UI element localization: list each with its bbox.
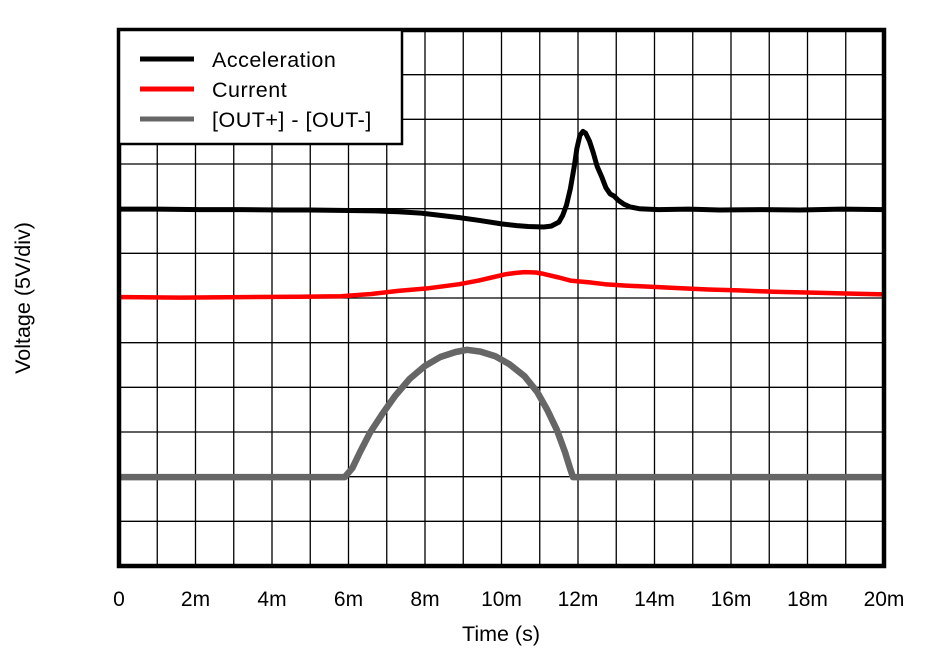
legend: Acceleration Current [OUT+] - [OUT-] (117, 28, 404, 146)
x-tick-8: 16m (711, 588, 752, 611)
trace-layer (118, 128, 885, 481)
legend-label-current: Current (212, 78, 287, 102)
legend-label-acceleration: Acceleration (212, 48, 336, 72)
x-tick-labels: 0 2m 4m 6m 8m 10m 12m 14m 16m 18m 20m (113, 588, 904, 611)
x-tick-10: 20m (864, 588, 905, 611)
legend-item-acceleration: Acceleration (140, 48, 336, 72)
y-axis-title: Voltage (5V/div) (11, 222, 35, 374)
x-tick-1: 2m (181, 588, 210, 611)
plot-border (116, 27, 887, 569)
legend-item-out-diff: [OUT+] - [OUT-] (140, 108, 372, 132)
legend-item-current: Current (140, 78, 287, 102)
x-axis-title: Time (s) (462, 622, 540, 646)
x-tick-2: 4m (257, 588, 286, 611)
x-tick-0: 0 (113, 588, 125, 611)
legend-label-out-diff: [OUT+] - [OUT-] (212, 108, 372, 132)
x-tick-5: 10m (481, 588, 522, 611)
trace-current (118, 269, 885, 300)
trace--out+---out-- (119, 346, 884, 481)
x-tick-9: 18m (787, 588, 828, 611)
x-tick-4: 8m (410, 588, 439, 611)
x-tick-3: 6m (334, 588, 363, 611)
x-tick-6: 12m (558, 588, 599, 611)
x-tick-7: 14m (634, 588, 675, 611)
trace-acceleration (119, 128, 885, 230)
